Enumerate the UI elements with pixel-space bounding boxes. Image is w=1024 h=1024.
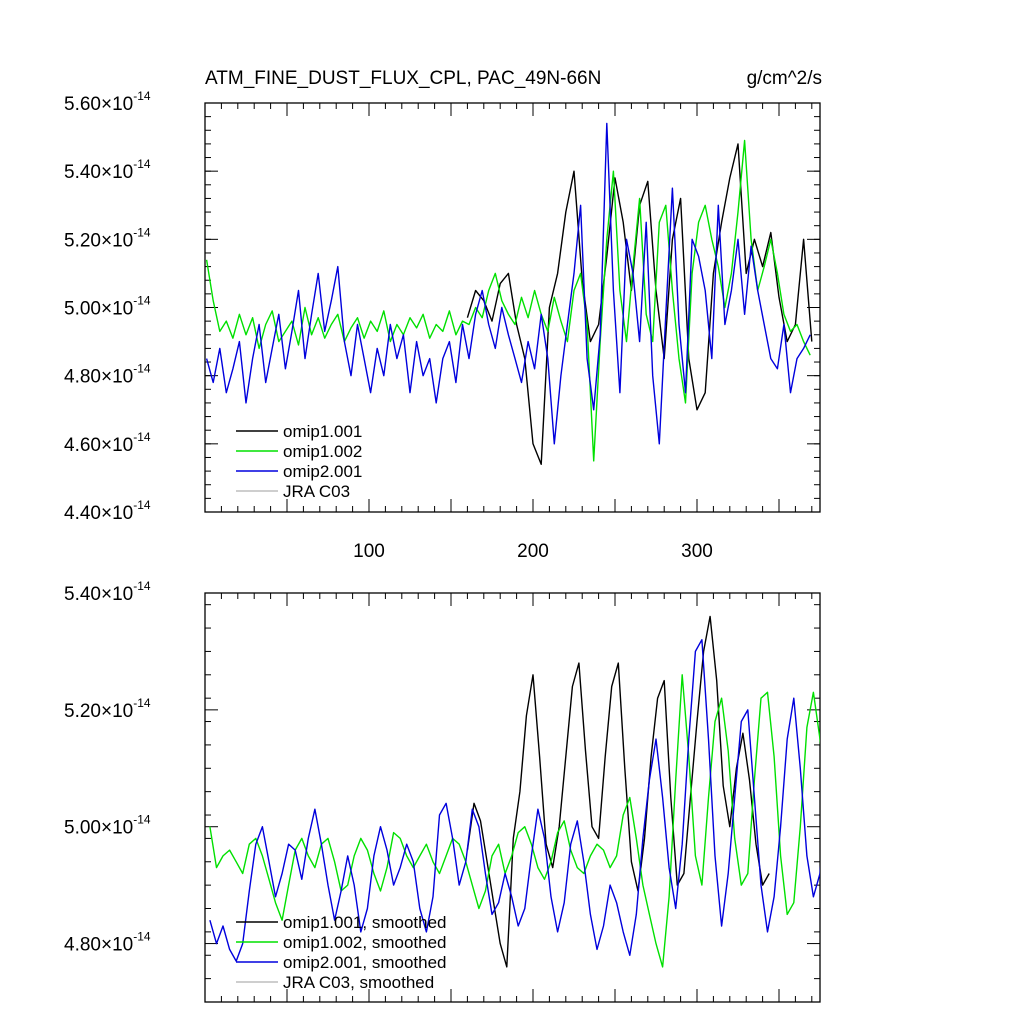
- y-tick-multiplier: ×10: [101, 701, 133, 722]
- y-tick-exponent: -14: [133, 579, 151, 593]
- y-tick-exponent: -14: [133, 294, 151, 308]
- y-tick-label: 4.80×10-14: [64, 930, 151, 956]
- y-tick-multiplier: ×10: [101, 503, 133, 524]
- y-tick-mantissa: 5.00: [64, 299, 101, 320]
- legend-label-omip1-001: omip1.001: [283, 422, 362, 441]
- legend-label-jra-c03-smoothed: JRA C03, smoothed: [283, 973, 434, 992]
- y-tick-multiplier: ×10: [101, 162, 133, 183]
- y-tick-exponent: -14: [133, 225, 151, 239]
- y-tick-exponent: -14: [133, 89, 151, 103]
- y-tick-mantissa: 5.40: [64, 584, 101, 605]
- y-tick-label: 5.60×10-14: [64, 89, 151, 115]
- y-tick-mantissa: 4.80: [64, 367, 101, 388]
- units-label: g/cm^2/s: [747, 68, 822, 89]
- y-tick-label: 4.60×10-14: [64, 430, 151, 456]
- y-tick-mantissa: 5.20: [64, 701, 101, 722]
- y-tick-exponent: -14: [133, 696, 151, 710]
- y-tick-exponent: -14: [133, 813, 151, 827]
- legend-label-omip2-001-smoothed: omip2.001, smoothed: [283, 953, 447, 972]
- y-tick-multiplier: ×10: [101, 299, 133, 320]
- y-tick-multiplier: ×10: [101, 94, 133, 115]
- chart-title: ATM_FINE_DUST_FLUX_CPL, PAC_49N-66N: [205, 68, 601, 89]
- series-line-omip1-001-smoothed: [466, 615, 770, 968]
- y-tick-label: 5.00×10-14: [64, 813, 151, 839]
- y-tick-multiplier: ×10: [101, 435, 133, 456]
- legend-label-omip1-001-smoothed: omip1.001, smoothed: [283, 913, 447, 932]
- y-tick-mantissa: 4.60: [64, 435, 101, 456]
- y-tick-label: 4.40×10-14: [64, 498, 151, 524]
- series-line-omip2-001: [205, 122, 811, 445]
- y-tick-label: 5.40×10-14: [64, 579, 151, 605]
- x-tick-label: 100: [353, 541, 385, 562]
- y-tick-multiplier: ×10: [101, 584, 133, 605]
- y-tick-mantissa: 5.40: [64, 162, 101, 183]
- smoothed-axis-ticks: 4.80×10-145.00×10-145.20×10-145.40×10-14: [64, 579, 820, 1003]
- y-tick-mantissa: 5.00: [64, 818, 101, 839]
- smoothed-series-lines: [209, 615, 820, 968]
- legend-label-omip1-002: omip1.002: [283, 442, 362, 461]
- y-tick-multiplier: ×10: [101, 935, 133, 956]
- y-tick-mantissa: 4.40: [64, 503, 101, 524]
- y-tick-exponent: -14: [133, 930, 151, 944]
- y-tick-multiplier: ×10: [101, 367, 133, 388]
- smoothed-plot-frame: [204, 592, 821, 1003]
- legend-label-jra-c03: JRA C03: [283, 482, 350, 501]
- y-tick-exponent: -14: [133, 157, 151, 171]
- series-line-omip1-002: [205, 139, 811, 462]
- legend-label-omip1-002-smoothed: omip1.002, smoothed: [283, 933, 447, 952]
- x-tick-label: 300: [681, 541, 713, 562]
- legend-label-omip2-001: omip2.001: [283, 462, 362, 481]
- y-tick-multiplier: ×10: [101, 818, 133, 839]
- y-tick-label: 5.20×10-14: [64, 225, 151, 251]
- y-tick-mantissa: 5.60: [64, 94, 101, 115]
- raw-axis-ticks: 100 200 3004.40×10-144.60×10-144.80×10-145…: [64, 89, 820, 562]
- y-tick-exponent: -14: [133, 498, 151, 512]
- series-line-omip1-002-smoothed: [209, 674, 820, 968]
- y-tick-label: 5.00×10-14: [64, 294, 151, 320]
- y-tick-label: 5.40×10-14: [64, 157, 151, 183]
- y-tick-mantissa: 4.80: [64, 935, 101, 956]
- y-tick-multiplier: ×10: [101, 230, 133, 251]
- y-tick-label: 5.20×10-14: [64, 696, 151, 722]
- smoothed-panel: 4.80×10-145.00×10-145.20×10-145.40×10-14…: [64, 579, 821, 1003]
- x-tick-label: 200: [517, 541, 549, 562]
- y-tick-exponent: -14: [133, 362, 151, 376]
- series-line-omip2-001-smoothed: [209, 639, 820, 962]
- raw-panel: 100 200 3004.40×10-144.60×10-144.80×10-145…: [64, 89, 821, 562]
- raw-series-lines: [205, 122, 813, 465]
- y-tick-label: 4.80×10-14: [64, 362, 151, 388]
- y-tick-exponent: -14: [133, 430, 151, 444]
- y-tick-mantissa: 5.20: [64, 230, 101, 251]
